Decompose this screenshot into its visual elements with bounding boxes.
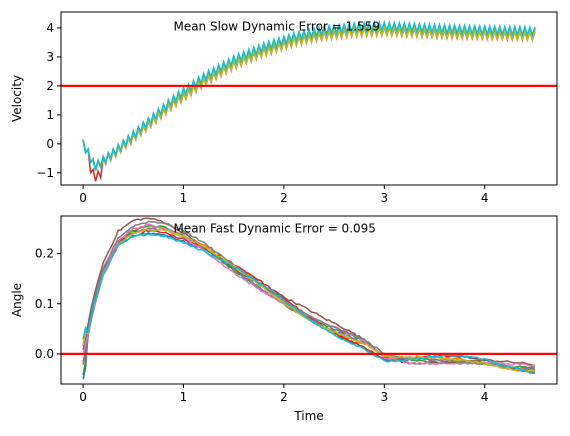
y-tick-label: 3	[46, 50, 54, 64]
x-tick-label: 2	[280, 191, 288, 205]
x-tick-label: 1	[180, 191, 188, 205]
series-line	[82, 21, 536, 171]
y-axis-label: Angle	[10, 283, 24, 317]
series-line	[82, 19, 536, 171]
series-line	[82, 20, 536, 171]
x-tick-label: 2	[280, 390, 288, 404]
plot-frame	[60, 11, 558, 186]
x-tick-label: 0	[79, 390, 87, 404]
plot-area	[61, 19, 557, 182]
series-line	[82, 228, 536, 373]
series-line	[82, 21, 536, 171]
series-line	[82, 220, 536, 370]
x-tick-label: 3	[380, 390, 388, 404]
series-line	[82, 20, 536, 171]
error-annotation: Mean Slow Dynamic Error = 1.559	[173, 19, 379, 33]
plot-area	[61, 217, 557, 380]
series-line	[82, 24, 536, 172]
y-tick-label: 0.1	[35, 297, 54, 311]
series-line	[82, 229, 535, 374]
y-tick-label: 4	[46, 21, 54, 35]
y-axis-label: Velocity	[10, 75, 24, 122]
series-line	[82, 227, 536, 371]
y-tick-label: −1	[36, 166, 54, 180]
x-tick-label: 4	[481, 191, 489, 205]
plot-frame	[60, 215, 558, 385]
series-line	[82, 217, 535, 366]
error-annotation: Mean Fast Dynamic Error = 0.095	[173, 222, 375, 236]
x-tick-label: 1	[180, 390, 188, 404]
x-tick-label: 3	[380, 191, 388, 205]
series-line	[82, 224, 535, 376]
series-line	[82, 223, 536, 367]
x-axis-label: Time	[293, 409, 323, 423]
series-line	[82, 21, 536, 171]
y-tick-label: 0.2	[35, 247, 54, 261]
series-line	[82, 20, 536, 171]
velocity-panel: 0 1 2 3 4 −1 0 1 2 3 4 Velocity Mean Slow Dynamic Er…	[10, 11, 558, 205]
series-line	[82, 21, 536, 171]
x-tick-label: 4	[481, 390, 489, 404]
y-tick-label: 0	[46, 137, 54, 151]
y-tick-label: 0.0	[35, 347, 54, 361]
y-tick-label: 1	[46, 108, 54, 122]
series-line	[82, 24, 536, 182]
y-tick-label: 2	[46, 79, 54, 93]
angle-panel: 0 1 2 3 4 0.0 0.1 0.2 Angle Time Mean Fast Dynamic…	[10, 215, 558, 423]
series-line	[82, 233, 536, 374]
x-tick-label: 0	[79, 191, 87, 205]
